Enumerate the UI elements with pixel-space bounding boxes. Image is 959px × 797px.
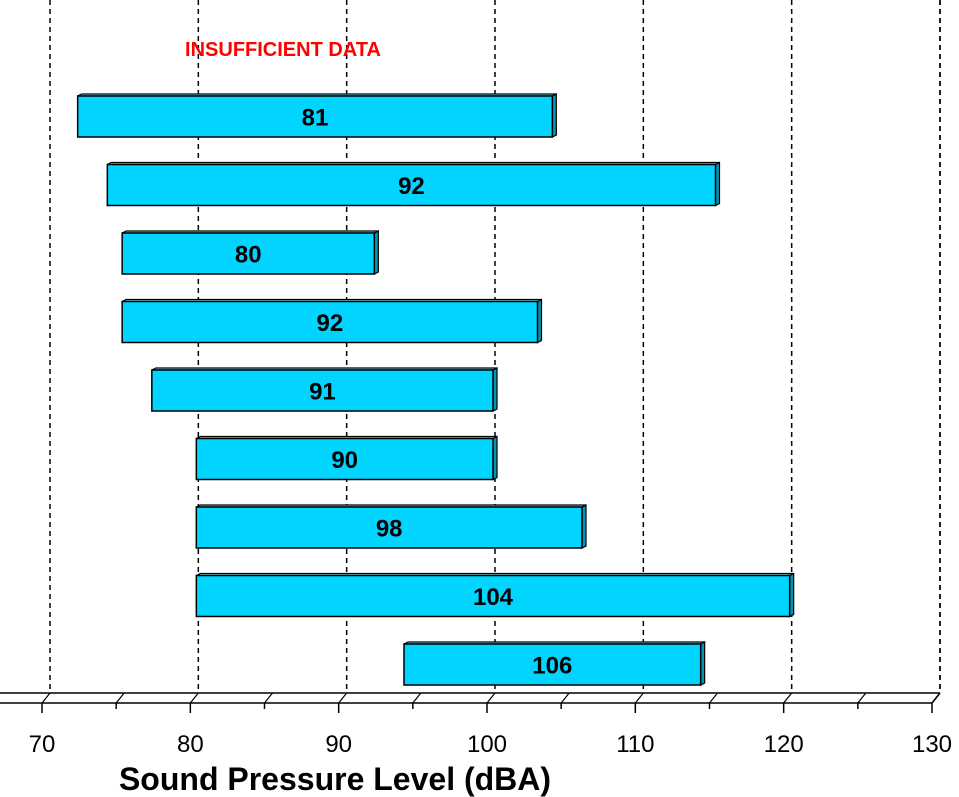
bar: 104 — [195, 572, 795, 618]
bar-data-label: 80 — [235, 242, 262, 269]
floor-tick — [41, 692, 51, 704]
bar-data-label: 92 — [316, 310, 343, 337]
floor-tick — [931, 692, 941, 704]
bars: 81 92 80 92 91 90 98 104 106 — [76, 93, 795, 686]
bar: 92 — [106, 161, 721, 207]
floor-tick — [115, 692, 125, 704]
bar-data-label: 91 — [309, 379, 336, 406]
bar: 80 — [121, 230, 379, 275]
floor-tick — [486, 692, 496, 704]
x-tick-label: 110 — [616, 731, 654, 758]
x-tick-label: 130 — [912, 731, 952, 758]
x-tick-label: 90 — [325, 731, 352, 758]
bar-face — [121, 232, 376, 275]
bar-face — [151, 369, 494, 412]
bar: 98 — [195, 504, 587, 549]
bar-face — [195, 437, 494, 481]
floor-tick — [857, 692, 867, 704]
floor-tick — [412, 692, 422, 704]
bar-data-label: 81 — [302, 105, 329, 132]
annotation-insufficient-data: INSUFFICIENT DATA — [185, 39, 381, 61]
x-tick-label: 70 — [29, 731, 56, 758]
bar-data-label: 90 — [331, 447, 358, 474]
x-tick-label: 100 — [467, 731, 507, 758]
floor-tick — [709, 692, 718, 704]
bar-data-label: 92 — [398, 173, 425, 200]
x-tick-label: 120 — [764, 731, 804, 758]
floor-tick — [189, 692, 199, 704]
bar-data-label: 106 — [532, 653, 572, 680]
bar-data-label: 98 — [376, 516, 403, 543]
floor-tick — [338, 692, 348, 704]
x-tick-label: 80 — [177, 731, 204, 758]
bar-face — [76, 95, 554, 138]
bar: 91 — [151, 367, 498, 412]
bar-face — [121, 300, 539, 344]
bar-face — [403, 643, 702, 686]
bar: 92 — [121, 298, 543, 344]
bar: 81 — [76, 93, 557, 138]
floor-tick — [560, 692, 570, 704]
x-axis-title: Sound Pressure Level (dBA) — [119, 761, 551, 797]
bar-face — [195, 506, 583, 549]
x-axis-ticks: 70 80 90 100 110 120 130 — [29, 692, 952, 758]
floor-tick — [264, 692, 273, 704]
bar-data-label: 104 — [473, 584, 514, 611]
bar: 90 — [195, 435, 498, 481]
floor-tick — [783, 692, 793, 704]
bar-face — [106, 163, 717, 207]
bar-face — [195, 574, 791, 618]
bar: 106 — [403, 641, 706, 686]
floor-tick — [634, 692, 644, 704]
